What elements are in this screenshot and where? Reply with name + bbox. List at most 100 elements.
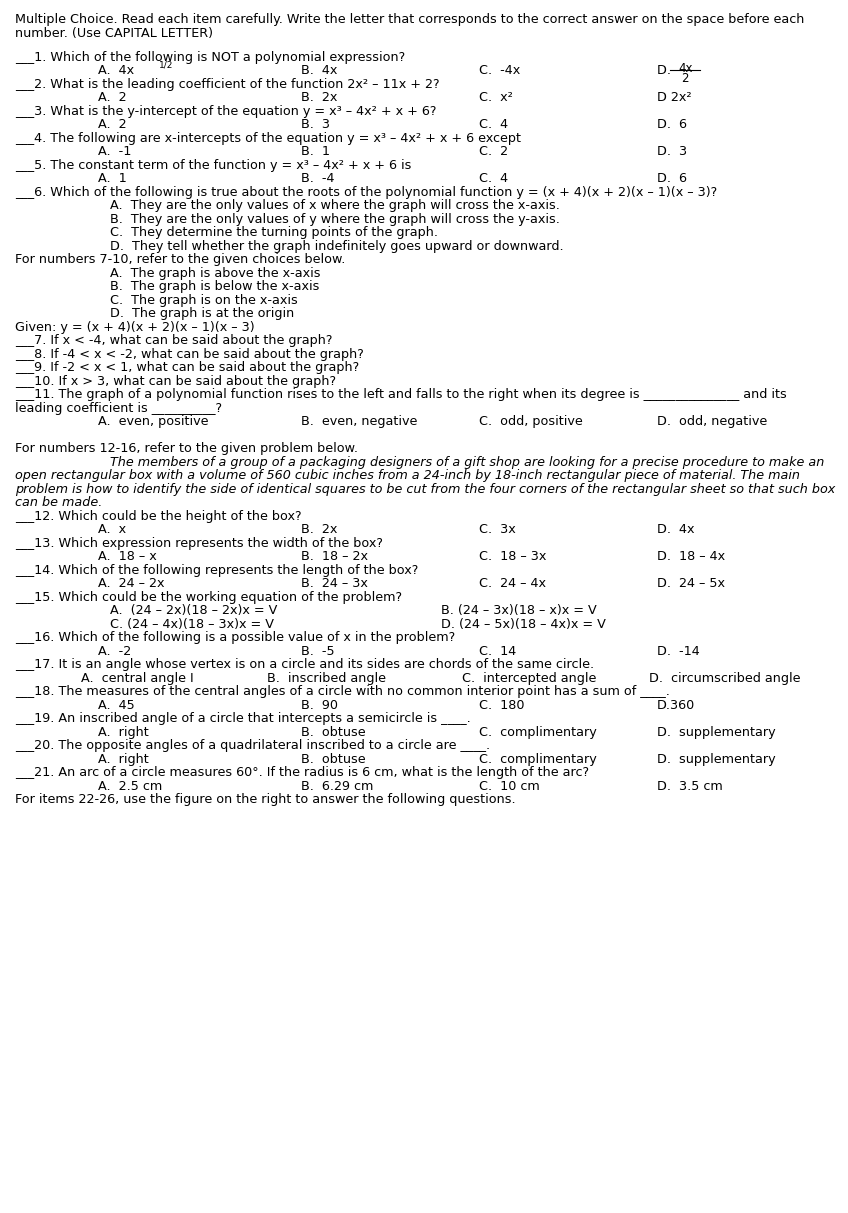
Text: D.  6: D. 6 [657,119,687,131]
Text: B. (24 – 3x)(18 – x)x = V: B. (24 – 3x)(18 – x)x = V [441,604,597,617]
Text: C.  2: C. 2 [479,146,508,159]
Text: For numbers 12-16, refer to the given problem below.: For numbers 12-16, refer to the given pr… [15,443,358,455]
Text: B.  inscribed angle: B. inscribed angle [267,672,386,685]
Text: open rectangular box with a volume of 560 cubic inches from a 24-inch by 18-inch: open rectangular box with a volume of 56… [15,469,801,483]
Text: C.  3x: C. 3x [479,523,516,536]
Text: ___1. Which of the following is NOT a polynomial expression?: ___1. Which of the following is NOT a po… [15,51,405,64]
Text: ___11. The graph of a polynomial function rises to the left and falls to the rig: ___11. The graph of a polynomial functio… [15,388,787,402]
Text: D.  18 – 4x: D. 18 – 4x [657,551,725,563]
Text: The members of a group of a packaging designers of a gift shop are looking for a: The members of a group of a packaging de… [110,456,824,468]
Text: C.  The graph is on the x-axis: C. The graph is on the x-axis [110,294,298,307]
Text: C.  complimentary: C. complimentary [479,753,597,765]
Text: B.  -4: B. -4 [301,172,335,186]
Text: problem is how to identify the side of identical squares to be cut from the four: problem is how to identify the side of i… [15,483,835,496]
Text: Given: y = (x + 4)(x + 2)(x – 1)(x – 3): Given: y = (x + 4)(x + 2)(x – 1)(x – 3) [15,320,255,334]
Text: ___14. Which of the following represents the length of the box?: ___14. Which of the following represents… [15,564,419,577]
Text: D.  3.5 cm: D. 3.5 cm [657,780,723,793]
Text: C.  24 – 4x: C. 24 – 4x [479,577,546,591]
Text: A.  right: A. right [98,753,148,765]
Text: A.  right: A. right [98,725,148,739]
Text: D.  -14: D. -14 [657,645,700,657]
Text: C.  4: C. 4 [479,172,508,186]
Text: D.  6: D. 6 [657,172,687,186]
Text: ___10. If x > 3, what can be said about the graph?: ___10. If x > 3, what can be said about … [15,375,337,388]
Text: B.  2x: B. 2x [301,523,338,536]
Text: A.  1: A. 1 [98,172,126,186]
Text: B.  obtuse: B. obtuse [301,753,365,765]
Text: C.  -4x: C. -4x [479,64,521,78]
Text: A.  24 – 2x: A. 24 – 2x [98,577,164,591]
Text: ___13. Which expression represents the width of the box?: ___13. Which expression represents the w… [15,537,383,549]
Text: leading coefficient is __________?: leading coefficient is __________? [15,402,222,415]
Text: ___9. If -2 < x < 1, what can be said about the graph?: ___9. If -2 < x < 1, what can be said ab… [15,361,360,375]
Text: C.  10 cm: C. 10 cm [479,780,540,793]
Text: C.  14: C. 14 [479,645,516,657]
Text: B.  The graph is below the x-axis: B. The graph is below the x-axis [110,280,320,294]
Text: B.  6.29 cm: B. 6.29 cm [301,780,373,793]
Text: C.  They determine the turning points of the graph.: C. They determine the turning points of … [110,227,438,239]
Text: ___8. If -4 < x < -2, what can be said about the graph?: ___8. If -4 < x < -2, what can be said a… [15,348,364,360]
Text: B.  obtuse: B. obtuse [301,725,365,739]
Text: ___7. If x < -4, what can be said about the graph?: ___7. If x < -4, what can be said about … [15,335,332,347]
Text: D.  The graph is at the origin: D. The graph is at the origin [110,307,294,320]
Text: B.  even, negative: B. even, negative [301,415,417,428]
Text: A.  -1: A. -1 [98,146,131,159]
Text: ___3. What is the y-intercept of the equation y = x³ – 4x² + x + 6?: ___3. What is the y-intercept of the equ… [15,104,437,118]
Text: C. (24 – 4x)(18 – 3x)x = V: C. (24 – 4x)(18 – 3x)x = V [110,617,274,631]
Text: B.  24 – 3x: B. 24 – 3x [301,577,368,591]
Text: A.  (24 – 2x)(18 – 2x)x = V: A. (24 – 2x)(18 – 2x)x = V [110,604,277,617]
Text: A.  They are the only values of x where the graph will cross the x-axis.: A. They are the only values of x where t… [110,199,561,212]
Text: C.  4: C. 4 [479,119,508,131]
Text: ___6. Which of the following is true about the roots of the polynomial function : ___6. Which of the following is true abo… [15,186,717,199]
Text: ___16. Which of the following is a possible value of x in the problem?: ___16. Which of the following is a possi… [15,631,455,644]
Text: D.: D. [657,64,675,78]
Text: D.  circumscribed angle: D. circumscribed angle [649,672,801,685]
Text: B.  3: B. 3 [301,119,330,131]
Text: ___15. Which could be the working equation of the problem?: ___15. Which could be the working equati… [15,591,403,604]
Text: ___17. It is an angle whose vertex is on a circle and its sides are chords of th: ___17. It is an angle whose vertex is on… [15,659,594,671]
Text: ___12. Which could be the height of the box?: ___12. Which could be the height of the … [15,509,302,523]
Text: For numbers 7-10, refer to the given choices below.: For numbers 7-10, refer to the given cho… [15,254,346,267]
Text: B.  1: B. 1 [301,146,330,159]
Text: ___5. The constant term of the function y = x³ – 4x² + x + 6 is: ___5. The constant term of the function … [15,159,411,172]
Text: number. (Use CAPITAL LETTER): number. (Use CAPITAL LETTER) [15,27,213,40]
Text: B.  2x: B. 2x [301,91,338,104]
Text: B.  -5: B. -5 [301,645,335,657]
Text: D.  odd, negative: D. odd, negative [657,415,767,428]
Text: D.  They tell whether the graph indefinitely goes upward or downward.: D. They tell whether the graph indefinit… [110,240,564,252]
Text: A.  -2: A. -2 [98,645,131,657]
Text: For items 22-26, use the figure on the right to answer the following questions.: For items 22-26, use the figure on the r… [15,793,516,807]
Text: ___2. What is the leading coefficient of the function 2x² – 11x + 2?: ___2. What is the leading coefficient of… [15,78,440,91]
Text: D 2x²: D 2x² [657,91,692,104]
Text: ___20. The opposite angles of a quadrilateral inscribed to a circle are ____.: ___20. The opposite angles of a quadrila… [15,739,490,752]
Text: C.  x²: C. x² [479,91,513,104]
Text: A.  18 – x: A. 18 – x [98,551,156,563]
Text: A.  2: A. 2 [98,91,126,104]
Text: can be made.: can be made. [15,496,103,509]
Text: 1/2: 1/2 [159,61,173,69]
Text: C.  180: C. 180 [479,699,525,712]
Text: C.  intercepted angle: C. intercepted angle [462,672,596,685]
Text: A.  even, positive: A. even, positive [98,415,208,428]
Text: A.  The graph is above the x-axis: A. The graph is above the x-axis [110,267,321,280]
Text: D.360: D.360 [657,699,695,712]
Text: D.  supplementary: D. supplementary [657,753,776,765]
Text: B.  They are the only values of y where the graph will cross the y-axis.: B. They are the only values of y where t… [110,212,561,226]
Text: A.  2: A. 2 [98,119,126,131]
Text: B.  4x: B. 4x [301,64,338,78]
Text: D.  4x: D. 4x [657,523,695,536]
Text: C.  18 – 3x: C. 18 – 3x [479,551,546,563]
Text: B.  18 – 2x: B. 18 – 2x [301,551,368,563]
Text: D.  3: D. 3 [657,146,688,159]
Text: D. (24 – 5x)(18 – 4x)x = V: D. (24 – 5x)(18 – 4x)x = V [441,617,605,631]
Text: A.  central angle I: A. central angle I [81,672,193,685]
Text: D.  supplementary: D. supplementary [657,725,776,739]
Text: 4x: 4x [678,62,693,75]
Text: A.  x: A. x [98,523,126,536]
Text: A.  2.5 cm: A. 2.5 cm [98,780,162,793]
Text: B.  90: B. 90 [301,699,338,712]
Text: 2: 2 [682,72,689,85]
Text: A.  4x: A. 4x [98,64,134,78]
Text: Multiple Choice. Read each item carefully. Write the letter that corresponds to : Multiple Choice. Read each item carefull… [15,13,805,25]
Text: ___19. An inscribed angle of a circle that intercepts a semicircle is ____.: ___19. An inscribed angle of a circle th… [15,712,471,725]
